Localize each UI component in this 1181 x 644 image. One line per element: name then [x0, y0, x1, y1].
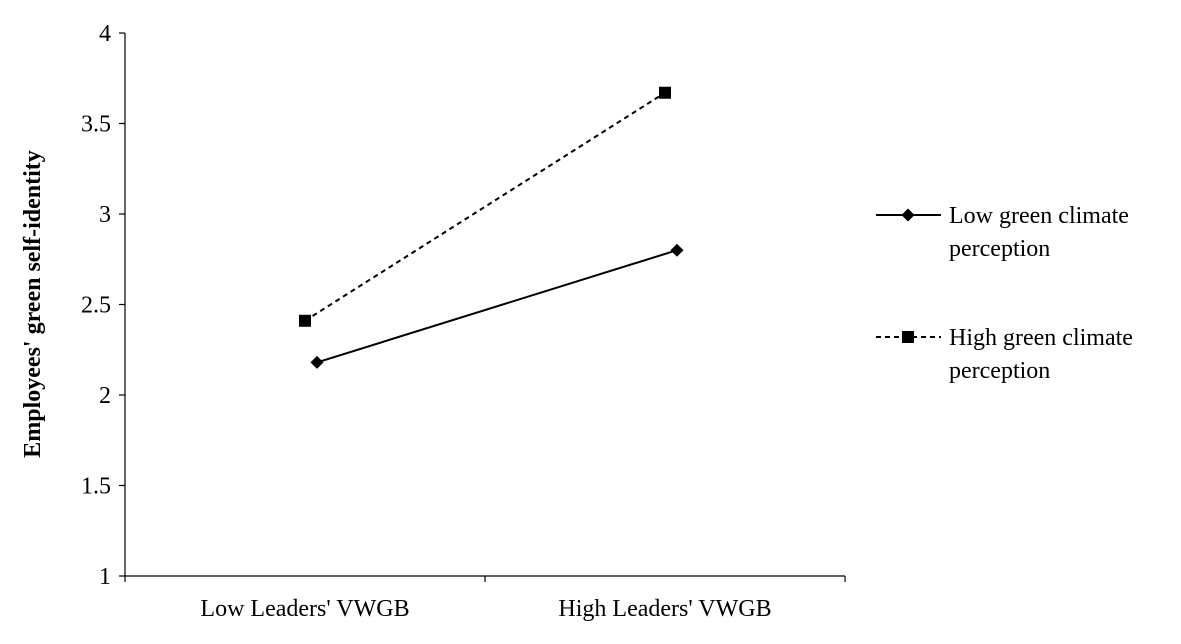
data-point — [659, 86, 671, 99]
legend-item: High green climate perception — [876, 325, 1133, 384]
y-tick-label: 4 — [99, 21, 111, 47]
series-layer — [299, 86, 684, 369]
x-tick-label: Low Leaders' VWGB — [200, 596, 409, 622]
legend-label: perception — [949, 358, 1050, 384]
legend-label: perception — [949, 236, 1050, 262]
legend-label: Low green climate — [949, 203, 1129, 229]
legend-item: Low green climate perception — [876, 203, 1129, 262]
x-tick-label: High Leaders' VWGB — [558, 596, 771, 622]
series-square — [299, 86, 671, 327]
y-tick-label: 1.5 — [81, 474, 111, 500]
data-point — [670, 243, 684, 257]
y-axis-title: Employees' green self-identity — [20, 150, 46, 458]
data-point — [310, 355, 324, 369]
series-line — [304, 91, 666, 322]
y-tick-label: 2.5 — [81, 293, 111, 319]
legend-label: High green climate — [949, 325, 1133, 351]
legend-swatch-marker — [901, 208, 915, 222]
legend-swatch-marker — [902, 331, 914, 343]
y-tick-label: 2 — [99, 383, 111, 409]
y-tick-label: 1 — [99, 564, 111, 590]
data-point — [299, 314, 311, 327]
axes: 1 1.5 2 2.5 3 3.5 4 Low Leaders' VWGB High Leade… — [81, 21, 846, 622]
series-line — [316, 249, 678, 364]
y-tick-label: 3.5 — [81, 112, 111, 138]
series-diamond — [310, 243, 684, 369]
y-tick-label: 3 — [99, 202, 111, 228]
